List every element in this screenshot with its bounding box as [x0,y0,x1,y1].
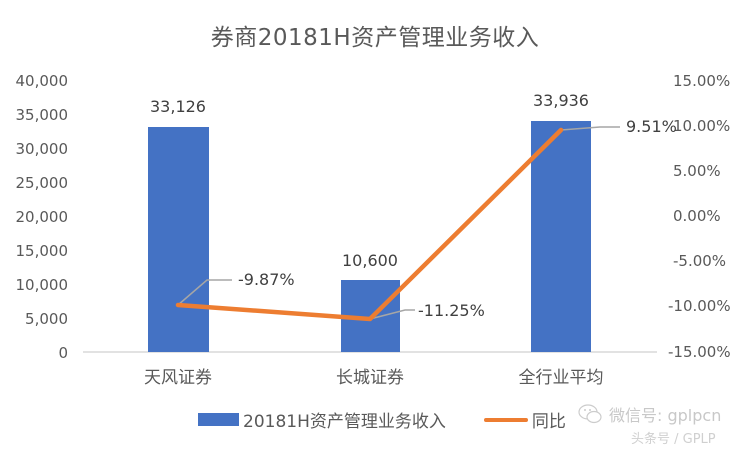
left-tick: 0 [58,344,68,362]
right-tick: 0.00% [673,207,721,225]
right-tick: -15.00% [668,343,731,361]
legend-label: 20181H资产管理业务收入 [243,412,446,432]
watermark: 微信号: gplpcn 头条号 / GPLP [577,402,721,447]
line-value-label: 9.51% [626,117,677,136]
bar-tianfeng [148,127,209,352]
line-value-label: -9.87% [238,270,295,289]
left-tick: 20,000 [16,208,69,226]
bar-value-label: 10,600 [342,251,398,270]
right-tick: 5.00% [673,162,721,180]
category-label: 全行业平均 [519,368,604,388]
left-tick: 10,000 [16,276,69,294]
chart-title: 券商20181H资产管理业务收入 [210,25,540,51]
line-swatch-icon [483,417,528,422]
left-tick: 15,000 [16,242,69,260]
right-tick: -5.00% [673,252,726,270]
right-axis: 15.00% 10.00% 5.00% 0.00% -5.00% -10.00%… [668,72,731,361]
category-label: 长城证券 [336,368,404,388]
left-tick: 35,000 [16,106,69,124]
category-label: 天风证券 [144,368,212,388]
left-tick: 40,000 [16,72,69,90]
yoy-line [175,127,564,322]
legend-item-line: 同比 [483,407,566,432]
chart-legend: 20181H资产管理业务收入 同比 [198,407,604,432]
watermark-wechat: 微信号: gplpcn [609,406,722,425]
leader-line [177,279,232,306]
legend-label: 同比 [531,412,566,432]
right-tick: 10.00% [673,117,730,135]
watermark-toutiao: 头条号 / GPLP [631,432,716,447]
bar-value-label: 33,936 [533,91,589,110]
right-tick: -10.00% [668,297,731,315]
leader-line [369,309,415,320]
bar-swatch-icon [198,413,239,426]
bar-industry-average [531,121,591,352]
right-tick: 15.00% [673,72,730,90]
left-tick: 30,000 [16,140,69,158]
left-axis: 40,000 35,000 30,000 25,000 20,000 15,00… [16,72,69,362]
left-tick: 5,000 [25,310,68,328]
wechat-icon [578,404,602,424]
line-value-label: -11.25% [418,301,485,320]
leader-line [560,126,620,131]
left-tick: 25,000 [16,174,69,192]
legend-item-bar: 20181H资产管理业务收入 [198,407,446,432]
bar-value-label: 33,126 [150,97,206,116]
